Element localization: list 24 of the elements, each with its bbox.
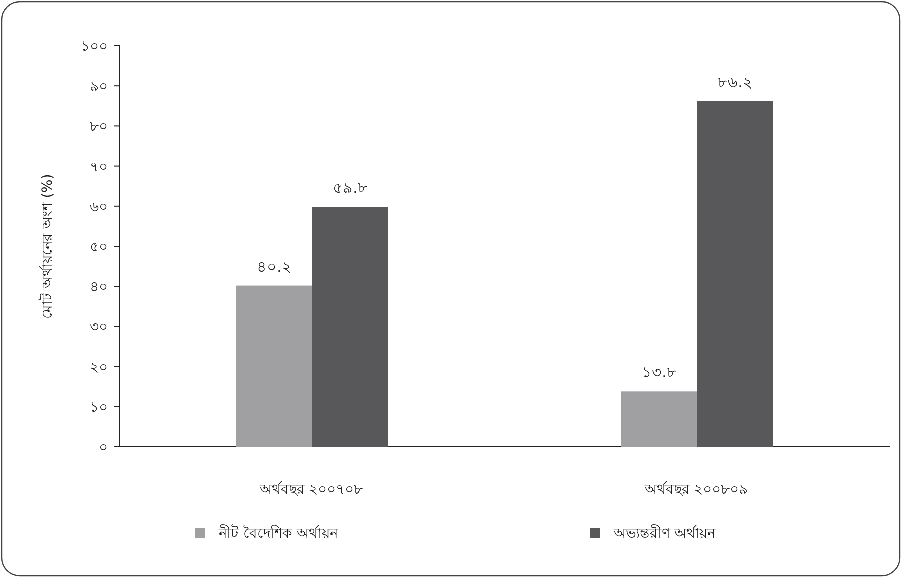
- y-tick-label: ৬০: [90, 199, 108, 216]
- y-tick-label: ২০: [90, 360, 108, 376]
- data-label: ৮৬.২: [718, 73, 753, 92]
- y-tick-label: ৫০: [90, 240, 108, 256]
- data-label: ৫৯.৮: [333, 179, 368, 198]
- y-tick-label: ৭০: [90, 159, 108, 176]
- y-tick-label: ৪০: [90, 280, 108, 296]
- y-tick-label: ৮০: [90, 119, 108, 136]
- y-tick-label: ০: [99, 440, 108, 456]
- y-axis-title: মোট অর্থায়নের অংশ (%): [39, 174, 56, 319]
- data-label: ১৩.৮: [642, 364, 677, 382]
- legend-label: অভ্যন্তরীণ অর্থায়ন: [613, 525, 716, 542]
- bar: [236, 286, 312, 447]
- y-tick-label: ১০: [90, 400, 108, 416]
- y-tick-label: ৩০: [90, 320, 108, 336]
- data-label: ৪০.২: [257, 258, 292, 276]
- bar: [622, 392, 698, 447]
- x-tick-label: অর্থবছর ২০০৭০৮: [258, 481, 364, 498]
- y-tick-label: ৯০: [90, 79, 108, 96]
- bar: [698, 101, 774, 447]
- legend-label: নীট বৈদেশিক অর্থায়ন: [218, 525, 339, 542]
- y-tick-label: ১০০: [81, 39, 108, 55]
- x-tick-label: অর্থবছর ২০০৮০৯: [644, 481, 748, 498]
- bar: [312, 207, 388, 447]
